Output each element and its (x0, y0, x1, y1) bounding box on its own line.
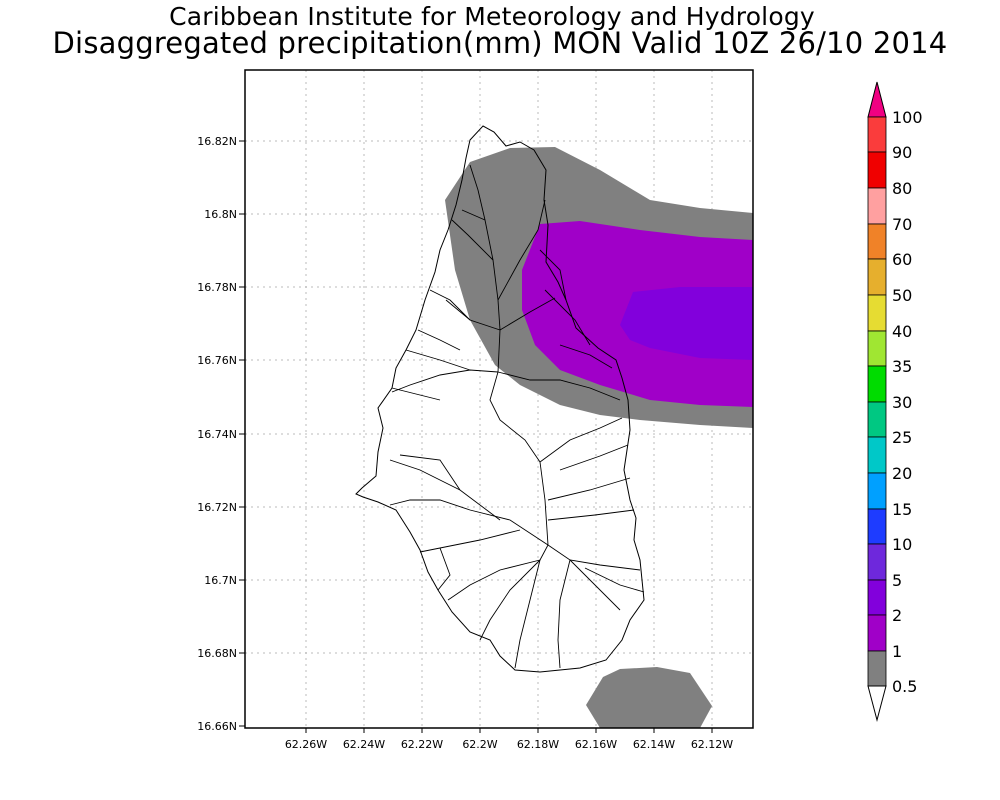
colorbar-swatch (867, 116, 887, 153)
lat-tick-label: 16.8N (204, 208, 237, 221)
colorbar-swatch (867, 294, 887, 332)
river-network (389, 164, 645, 669)
colorbar-swatch (867, 258, 887, 296)
island-outline (355, 125, 645, 673)
colorbar-swatch (867, 401, 887, 438)
colorbar-swatch (867, 365, 887, 403)
colorbar-label: 90 (892, 143, 912, 162)
lon-tick-label: 62.16W (575, 738, 617, 751)
lat-tick-label: 16.76N (197, 354, 237, 367)
colorbar-legend: 100 90 80 70 60 50 40 35 30 25 20 15 10 5 2 1 0.5 (867, 81, 923, 722)
lat-tick-label: 16.66N (197, 720, 237, 733)
colorbar-label: 80 (892, 179, 912, 198)
colorbar-swatch (867, 508, 887, 545)
lon-tick-label: 62.22W (401, 738, 443, 751)
longitude-axis: 62.26W 62.24W 62.22W 62.2W 62.18W 62.16W 62.14… (285, 728, 733, 751)
colorbar-label: 60 (892, 250, 912, 269)
colorbar-label: 0.5 (892, 677, 917, 696)
colorbar-swatch (867, 436, 887, 474)
precip-area-2-5 (620, 287, 753, 360)
colorbar-swatch (867, 543, 887, 581)
colorbar-label: 50 (892, 286, 912, 305)
lon-tick-label: 62.26W (285, 738, 327, 751)
colorbar-label: 70 (892, 215, 912, 234)
lat-tick-label: 16.78N (197, 281, 237, 294)
colorbar-label: 1 (892, 642, 902, 661)
colorbar-swatch (867, 151, 887, 189)
lon-tick-label: 62.24W (343, 738, 385, 751)
chart-subtitle: Disaggregated precipitation(mm) MON Vali… (52, 26, 948, 60)
lat-tick-label: 16.72N (197, 501, 237, 514)
colorbar-label: 100 (892, 108, 923, 127)
colorbar-swatch (867, 330, 887, 367)
precip-area-0.5-1-south (586, 667, 712, 728)
lat-tick-label: 16.68N (197, 647, 237, 660)
colorbar-label: 5 (892, 571, 902, 590)
colorbar-swatch (867, 650, 887, 687)
lat-tick-label: 16.74N (197, 428, 237, 441)
colorbar-label: 15 (892, 500, 912, 519)
lat-tick-label: 16.7N (204, 574, 237, 587)
plot-frame (244, 69, 754, 729)
precipitation-shading (445, 147, 753, 728)
colorbar-label: 35 (892, 357, 912, 376)
colorbar-label: 40 (892, 322, 912, 341)
colorbar-label: 10 (892, 535, 912, 554)
lon-tick-label: 62.18W (517, 738, 559, 751)
colorbar-swatch (867, 579, 887, 616)
colorbar-bottom-arrow (867, 685, 887, 722)
colorbar-swatch (867, 187, 887, 225)
colorbar-swatch (867, 472, 887, 510)
colorbar-swatch (867, 223, 887, 260)
colorbar-label: 30 (892, 393, 912, 412)
latitude-axis: 16.82N 16.8N 16.78N 16.76N 16.74N 16.72N 16.7N… (197, 135, 245, 733)
colorbar-label: 2 (892, 606, 902, 625)
colorbar-swatch (867, 614, 887, 652)
colorbar-label: 25 (892, 428, 912, 447)
chart-title: Caribbean Institute for Meteorology and … (169, 2, 815, 31)
lon-tick-label: 62.14W (633, 738, 675, 751)
lon-tick-label: 62.12W (691, 738, 733, 751)
colorbar-top-arrow (867, 81, 887, 118)
lon-tick-label: 62.2W (462, 738, 497, 751)
lat-tick-label: 16.82N (197, 135, 237, 148)
island-map (355, 125, 645, 673)
colorbar-label: 20 (892, 464, 912, 483)
